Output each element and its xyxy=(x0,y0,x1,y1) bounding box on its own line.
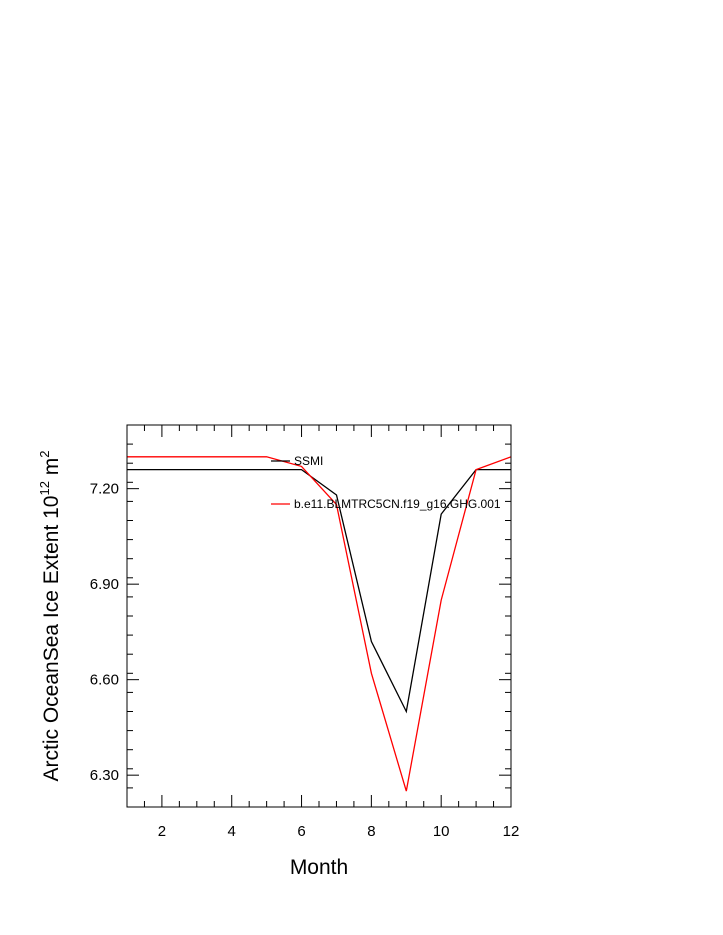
y-axis-title-unit: m xyxy=(40,458,63,481)
y-tick-label: 6.60 xyxy=(90,672,119,689)
legend: SSMI b.e11.BLMTRC5CN.f19_g16.GHG.001 xyxy=(271,454,501,511)
x-axis-title: Month xyxy=(290,856,348,879)
legend-label-1: b.e11.BLMTRC5CN.f19_g16.GHG.001 xyxy=(294,497,501,511)
series-line-1 xyxy=(127,456,512,792)
y-axis-title-main: Arctic OceanSea Ice Extent 10 xyxy=(40,496,63,782)
x-tick-label: 6 xyxy=(297,823,305,840)
series-line-0 xyxy=(127,468,511,714)
x-tick-label: 10 xyxy=(433,823,450,840)
x-tick-label: 2 xyxy=(158,823,166,840)
x-tick-label: 8 xyxy=(367,823,375,840)
y-tick-label: 6.90 xyxy=(90,576,119,593)
plot-lines xyxy=(127,456,512,792)
x-tick-label: 4 xyxy=(228,823,236,840)
y-axis-title-exponent: 12 xyxy=(37,481,52,495)
y-tick-label: 6.30 xyxy=(90,767,119,784)
y-axis-title: Arctic OceanSea Ice Extent 1012 m2 xyxy=(37,450,63,781)
plot-frame xyxy=(126,424,512,808)
y-axis-title-unit-exponent: 2 xyxy=(37,450,52,457)
y-tick-label: 7.20 xyxy=(90,481,119,498)
tick-labels: 2 4 6 8 10 12 6.30 6.60 6.90 7.20 xyxy=(90,481,520,840)
legend-label-0: SSMI xyxy=(294,454,323,468)
x-tick-label: 12 xyxy=(503,823,520,840)
